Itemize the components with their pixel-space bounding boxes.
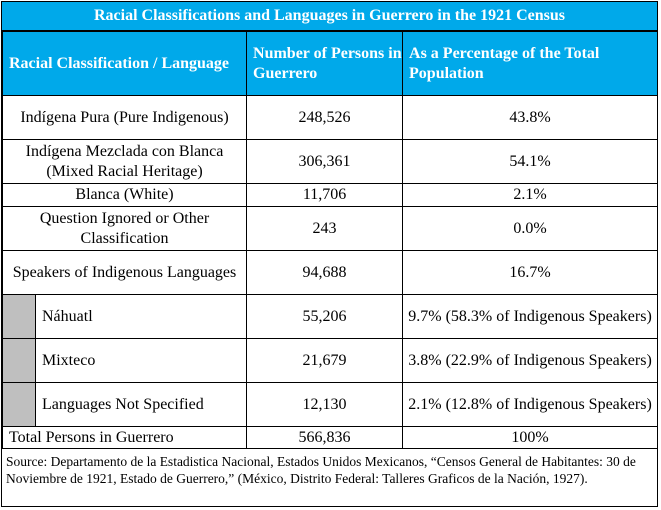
- sub-row-percent: 9.7% (58.3% of Indigenous Speakers): [402, 294, 659, 339]
- total-number: 566,836: [246, 426, 404, 449]
- indent-marker: [2, 382, 36, 427]
- total-percent: 100%: [402, 426, 659, 449]
- table-row: Blanca (White) 11,706 2.1%: [1, 183, 659, 207]
- row-number: 11,706: [246, 183, 404, 207]
- row-number: 248,526: [246, 95, 404, 140]
- row-percent: 0.0%: [402, 206, 659, 251]
- row-number: 94,688: [246, 250, 404, 295]
- source-citation: Source: Departamento de la Estadistica N…: [6, 454, 636, 486]
- sub-row-label: Languages Not Specified: [34, 382, 248, 427]
- header-row: Racial Classification / Language Number …: [1, 31, 659, 96]
- indent-marker: [2, 338, 36, 383]
- sub-row-percent: 2.1% (12.8% of Indigenous Speakers): [402, 382, 659, 427]
- sub-row-number: 21,679: [246, 338, 404, 383]
- sub-row-number: 12,130: [246, 382, 404, 427]
- indent-marker: [2, 294, 36, 339]
- sub-row-number: 55,206: [246, 294, 404, 339]
- row-number: 243: [246, 206, 404, 251]
- sub-row: Náhuatl 55,206 9.7% (58.3% of Indigenous…: [2, 294, 659, 339]
- census-table: Racial Classification / Language Number …: [1, 31, 659, 449]
- header-percentage: As a Percentage of the Total Population: [402, 31, 659, 96]
- table-row: Indígena Pura (Pure Indigenous) 248,526 …: [1, 95, 659, 140]
- sub-row-label: Mixteco: [34, 338, 248, 383]
- row-percent: 43.8%: [402, 95, 659, 140]
- header-number: Number of Persons in Guerrero: [246, 31, 404, 96]
- sub-row-percent: 3.8% (22.9% of Indigenous Speakers): [402, 338, 659, 383]
- row-percent: 54.1%: [402, 139, 659, 184]
- table-row: Speakers of Indigenous Languages 94,688 …: [1, 250, 659, 295]
- sub-row-label: Náhuatl: [34, 294, 248, 339]
- sub-row: Languages Not Specified 12,130 2.1% (12.…: [2, 382, 659, 427]
- row-percent: 16.7%: [402, 250, 659, 295]
- table-row: Indígena Mezclada con Blanca (Mixed Raci…: [1, 139, 659, 184]
- sub-row: Mixteco 21,679 3.8% (22.9% of Indigenous…: [2, 338, 659, 383]
- total-row: Total Persons in Guerrero 566,836 100%: [1, 426, 659, 449]
- table-title: Racial Classifications and Languages in …: [2, 2, 657, 31]
- row-percent: 2.1%: [402, 183, 659, 207]
- table-row: Question Ignored or Other Classification…: [1, 206, 659, 251]
- row-label: Indígena Pura (Pure Indigenous): [1, 95, 248, 140]
- row-label: Question Ignored or Other Classification: [1, 206, 248, 251]
- row-label: Blanca (White): [1, 183, 248, 207]
- total-label: Total Persons in Guerrero: [1, 426, 248, 449]
- row-label: Indígena Mezclada con Blanca (Mixed Raci…: [1, 139, 248, 184]
- row-label: Speakers of Indigenous Languages: [1, 250, 248, 295]
- header-classification: Racial Classification / Language: [1, 31, 248, 96]
- row-number: 306,361: [246, 139, 404, 184]
